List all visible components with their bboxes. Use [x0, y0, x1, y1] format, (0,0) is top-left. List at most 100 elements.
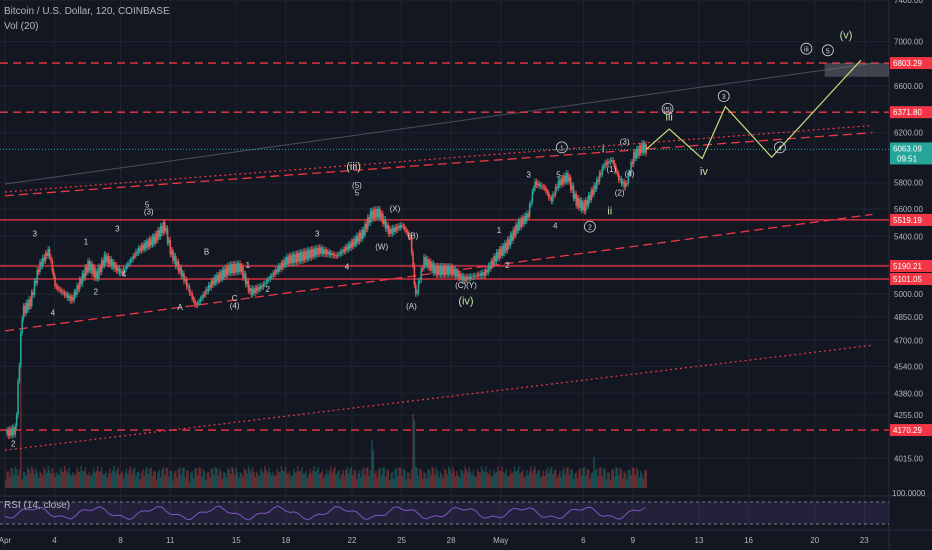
- wave-label-circled: 1: [560, 145, 564, 152]
- candle-body: [100, 260, 103, 273]
- candle-body: [201, 298, 203, 300]
- volume-bar: [39, 471, 41, 488]
- volume-bar: [224, 472, 226, 488]
- wave-label-circled: 5: [826, 48, 830, 55]
- volume-bar: [489, 470, 491, 488]
- candle-body: [218, 272, 221, 281]
- candle-body: [458, 273, 461, 279]
- candle-body: [17, 381, 19, 416]
- candle-body: [159, 225, 162, 237]
- volume-bar: [113, 466, 115, 488]
- channel-upper-line[interactable]: [4, 132, 873, 197]
- volume-bar: [579, 467, 582, 488]
- candle-body: [308, 249, 310, 259]
- volume-bar: [25, 475, 28, 488]
- volume-bar: [564, 474, 567, 488]
- candle-body: [516, 224, 519, 231]
- candle-body: [633, 152, 635, 164]
- candle-body: [169, 239, 172, 255]
- candle-body: [89, 263, 92, 271]
- candle-body: [365, 223, 368, 230]
- candle-body: [450, 266, 453, 275]
- volume-bar: [508, 475, 510, 488]
- candle-body: [362, 229, 365, 236]
- volume-bar: [378, 469, 380, 488]
- volume-bar: [516, 470, 519, 488]
- candle-body: [624, 183, 627, 188]
- candle-body: [113, 261, 115, 269]
- volume-bar: [165, 468, 167, 488]
- volume-bar: [269, 472, 272, 488]
- volume-bar: [580, 475, 583, 488]
- candle-body: [276, 269, 279, 272]
- volume-bar: [287, 474, 289, 488]
- volume-bar: [6, 471, 8, 488]
- candle-body: [224, 267, 226, 278]
- volume-bar: [109, 468, 111, 488]
- candle-body: [513, 229, 516, 236]
- volume-bar: [504, 473, 506, 488]
- rsi-indicator-label[interactable]: RSI (14, close): [4, 500, 71, 511]
- candle-body: [21, 318, 23, 333]
- candle-body: [602, 166, 605, 168]
- volume-bar: [383, 467, 385, 488]
- candle-body: [40, 261, 43, 267]
- volume-bar: [63, 466, 66, 488]
- volume-bar: [424, 473, 427, 488]
- candle-body: [146, 240, 148, 249]
- volume-bar: [105, 471, 107, 488]
- volume-bar: [77, 471, 80, 488]
- candle-body: [549, 197, 551, 199]
- candle-body: [600, 173, 602, 175]
- bar-countdown-text: 09:51: [897, 154, 918, 163]
- volume-bar: [10, 467, 12, 488]
- volume-bar: [340, 473, 343, 488]
- volume-bar: [545, 470, 547, 488]
- volume-indicator-label[interactable]: Vol (20): [4, 21, 39, 32]
- candle-body: [39, 261, 41, 272]
- candle-body: [328, 251, 331, 255]
- candle-body: [350, 241, 353, 249]
- candle-body: [78, 279, 81, 290]
- volume-bar: [157, 472, 159, 488]
- volume-bar: [539, 477, 542, 488]
- volume-bar: [368, 475, 370, 488]
- candle-body: [356, 235, 358, 245]
- wave-label: 2: [505, 261, 510, 270]
- wave-label: 3: [527, 171, 532, 180]
- wave-circle: [661, 102, 674, 115]
- volume-bar: [457, 475, 460, 488]
- candle-body: [323, 248, 325, 255]
- dotted-channel-upper[interactable]: [4, 124, 873, 193]
- volume-bar: [644, 469, 646, 488]
- candle-body: [229, 264, 232, 274]
- volume-bar: [535, 473, 538, 488]
- candle-body: [620, 178, 623, 184]
- price-level-tag-text: 4170.29: [893, 426, 922, 435]
- candle-body: [290, 255, 292, 264]
- target-zone-box[interactable]: [824, 63, 889, 77]
- volume-bar: [91, 473, 93, 488]
- volume-bar: [290, 476, 292, 488]
- volume-bar: [68, 467, 70, 488]
- volume-bar: [117, 467, 119, 488]
- elliott-projection-path[interactable]: [645, 59, 862, 160]
- candle-body: [377, 208, 380, 218]
- candle-body: [641, 143, 643, 153]
- volume-bar: [409, 478, 412, 488]
- outer-channel-upper[interactable]: [4, 62, 873, 185]
- outer-channel-lower[interactable]: [4, 344, 873, 451]
- volume-bar: [210, 468, 213, 488]
- volume-bar: [66, 472, 69, 488]
- candle-body: [165, 228, 167, 232]
- volume-bar: [631, 466, 634, 488]
- wave-label: (3): [144, 207, 154, 216]
- candle-body: [173, 255, 176, 262]
- candle-body: [510, 234, 513, 241]
- y-tick-label: 4255.00: [894, 411, 923, 420]
- candle-body: [247, 280, 250, 292]
- candle-body: [590, 189, 593, 201]
- candle-body: [395, 227, 398, 230]
